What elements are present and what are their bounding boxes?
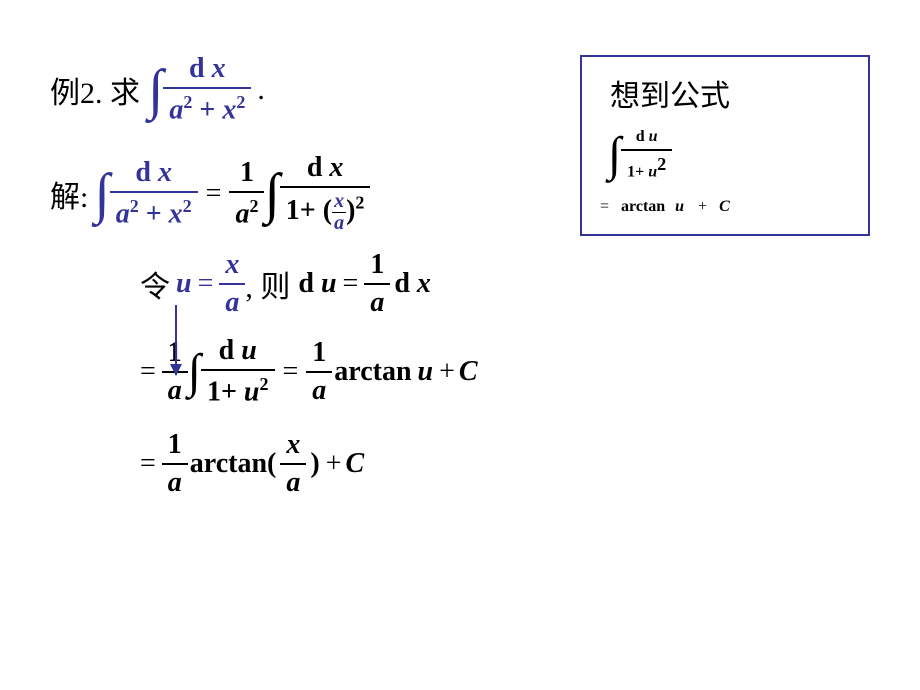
integrand-3: d x 1+ (xa)2 [280,154,371,233]
period: . [257,73,265,107]
arctan-2: arctan( [190,448,277,480]
x-over-a-2: x a [280,431,306,497]
integral-sign-4: ∫ [188,344,201,399]
equals-6: = [140,448,156,480]
one-over-a-1: 1 a [364,251,390,317]
integrand-1: d x a2 + x2 [163,55,251,124]
arctan-1: arctan [334,356,411,388]
integral-sign-2: ∫ [94,162,109,226]
one-over-a-4: 1 a [162,431,188,497]
solution-line-3: = 1 a arctan( x a ) + C [140,431,478,497]
one-over-a-3: 1 a [306,339,332,405]
integral-sign-1: ∫ [148,58,163,122]
let-label: 令 [140,262,170,306]
integrand-4: d u 1+ u2 [201,337,275,406]
formula-rhs: = arctan u + C [600,198,850,216]
integral-sign-3: ∫ [264,162,279,226]
close-paren: ) [310,448,319,480]
substitution-line: 令 u = x a , 则 d u = 1 a d x [140,251,478,317]
formula-lhs: ∫ d u 1+ u2 [608,127,850,182]
equals-1: = [206,178,222,210]
factor-1: 1 a2 [229,159,264,228]
integrand-side: d u 1+ u2 [621,129,672,180]
equals-2: = [198,268,214,300]
equals-3: = [343,268,359,300]
formula-box: 想到公式 ∫ d u 1+ u2 = arctan u + C [580,55,870,236]
then-label: , 则 [245,262,290,306]
equals-4: = [140,356,156,388]
u-result: u [418,356,434,388]
u-var: u [176,268,192,300]
example-line: 例2. 求 ∫ d x a2 + x2 . [50,55,478,124]
example-prefix: 例2. 求 [50,68,140,112]
integral-sign-side: ∫ [608,127,621,182]
main-content: 例2. 求 ∫ d x a2 + x2 . 解: ∫ d x a2 + x2 =… [50,55,478,497]
formula-title: 想到公式 [610,71,850,115]
solution-line-1: 解: ∫ d x a2 + x2 = 1 a2 ∫ d x 1+ (xa)2 [50,154,478,233]
x-over-a-1: x a [219,251,245,317]
equals-5: = [283,356,299,388]
substitution-arrow [175,305,177,375]
solution-line-2: = 1 a ∫ d u 1+ u2 = 1 a arctan u + C [140,337,478,406]
solution-prefix: 解: [50,172,88,216]
integrand-2: d x a2 + x2 [110,159,198,228]
